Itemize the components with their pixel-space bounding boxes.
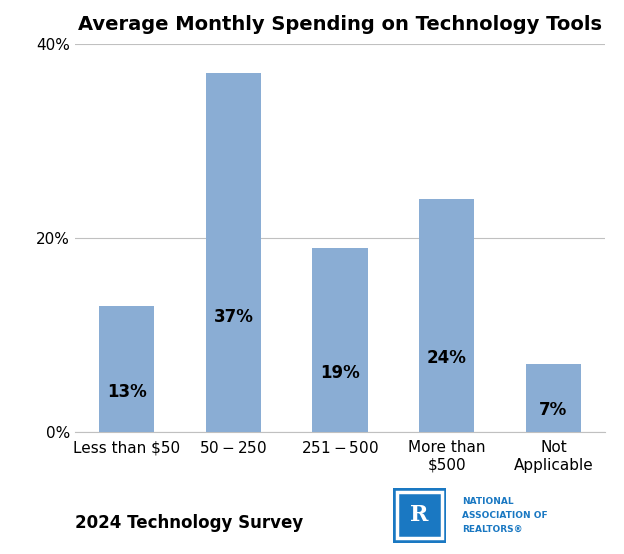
Bar <box>99 306 155 432</box>
Bar <box>419 199 474 432</box>
Bar <box>397 492 442 538</box>
Text: ASSOCIATION OF: ASSOCIATION OF <box>462 511 547 520</box>
Bar <box>206 73 261 432</box>
Text: 7%: 7% <box>539 402 568 419</box>
Text: 24%: 24% <box>427 348 467 367</box>
Bar <box>525 365 581 432</box>
Bar <box>313 248 368 432</box>
Text: 19%: 19% <box>320 364 360 382</box>
Text: 2024 Technology Survey: 2024 Technology Survey <box>75 514 303 532</box>
Text: 37%: 37% <box>213 309 253 326</box>
Text: REALTORS®: REALTORS® <box>462 525 522 534</box>
Text: R: R <box>411 504 429 526</box>
Text: NATIONAL: NATIONAL <box>462 497 514 506</box>
Title: Average Monthly Spending on Technology Tools: Average Monthly Spending on Technology T… <box>78 16 602 34</box>
Text: 13%: 13% <box>107 383 147 401</box>
